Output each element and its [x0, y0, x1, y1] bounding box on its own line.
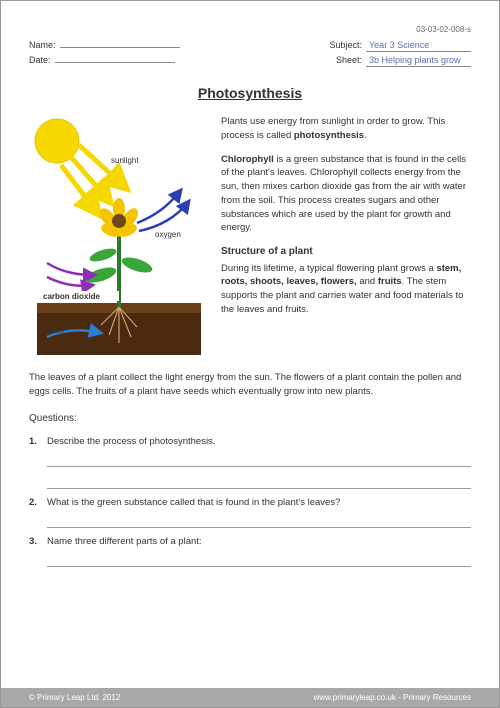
header-row-2: Date: Sheet: 3b Helping plants grow	[29, 55, 471, 67]
paragraph-leaves: The leaves of a plant collect the light …	[29, 371, 471, 399]
question-1-number: 1.	[29, 436, 47, 447]
oxygen-label: oxygen	[155, 230, 181, 239]
photosynthesis-diagram: sunlight	[29, 115, 209, 365]
subject-label: Subject:	[329, 40, 362, 50]
water-label: water	[44, 326, 65, 335]
footer-copyright: © Primary Leap Ltd. 2012	[29, 693, 120, 702]
question-2-text: What is the green substance called that …	[47, 497, 471, 508]
name-blank-line[interactable]	[60, 47, 180, 48]
footer-link: www.primaryleap.co.uk - Primary Resource…	[314, 693, 471, 702]
page-footer: © Primary Leap Ltd. 2012 www.primaryleap…	[1, 688, 499, 707]
paragraph-intro: Plants use energy from sunlight in order…	[221, 115, 471, 143]
question-3-text: Name three different parts of a plant:	[47, 536, 471, 547]
answer-line[interactable]	[47, 475, 471, 489]
date-label: Date:	[29, 55, 51, 65]
question-1: 1. Describe the process of photosynthesi…	[29, 436, 471, 447]
answer-line[interactable]	[47, 453, 471, 467]
worksheet-page: 03-03-02-008-s Name: Subject: Year 3 Sci…	[1, 1, 499, 585]
carbon-dioxide-label: carbon dioxide	[43, 292, 100, 301]
sheet-label: Sheet:	[336, 55, 362, 65]
text-column: Plants use energy from sunlight in order…	[221, 115, 471, 365]
questions-heading: Questions:	[29, 413, 471, 424]
header-row-1: Name: Subject: Year 3 Science	[29, 40, 471, 52]
question-3: 3. Name three different parts of a plant…	[29, 536, 471, 547]
question-2: 2. What is the green substance called th…	[29, 497, 471, 508]
paragraph-chlorophyll: Chlorophyll is a green substance that is…	[221, 153, 471, 236]
paragraph-structure: During its lifetime, a typical flowering…	[221, 262, 471, 317]
document-id: 03-03-02-008-s	[29, 25, 471, 34]
page-title: Photosynthesis	[29, 85, 471, 101]
answer-line[interactable]	[47, 514, 471, 528]
sunlight-label: sunlight	[111, 156, 139, 165]
question-2-number: 2.	[29, 497, 47, 508]
content-row: sunlight	[29, 115, 471, 365]
date-blank-line[interactable]	[55, 62, 175, 63]
sheet-value: 3b Helping plants grow	[366, 55, 471, 67]
subject-value: Year 3 Science	[366, 40, 471, 52]
structure-heading: Structure of a plant	[221, 245, 471, 260]
name-label: Name:	[29, 40, 56, 50]
answer-line[interactable]	[47, 553, 471, 567]
question-1-text: Describe the process of photosynthesis.	[47, 436, 471, 447]
question-3-number: 3.	[29, 536, 47, 547]
